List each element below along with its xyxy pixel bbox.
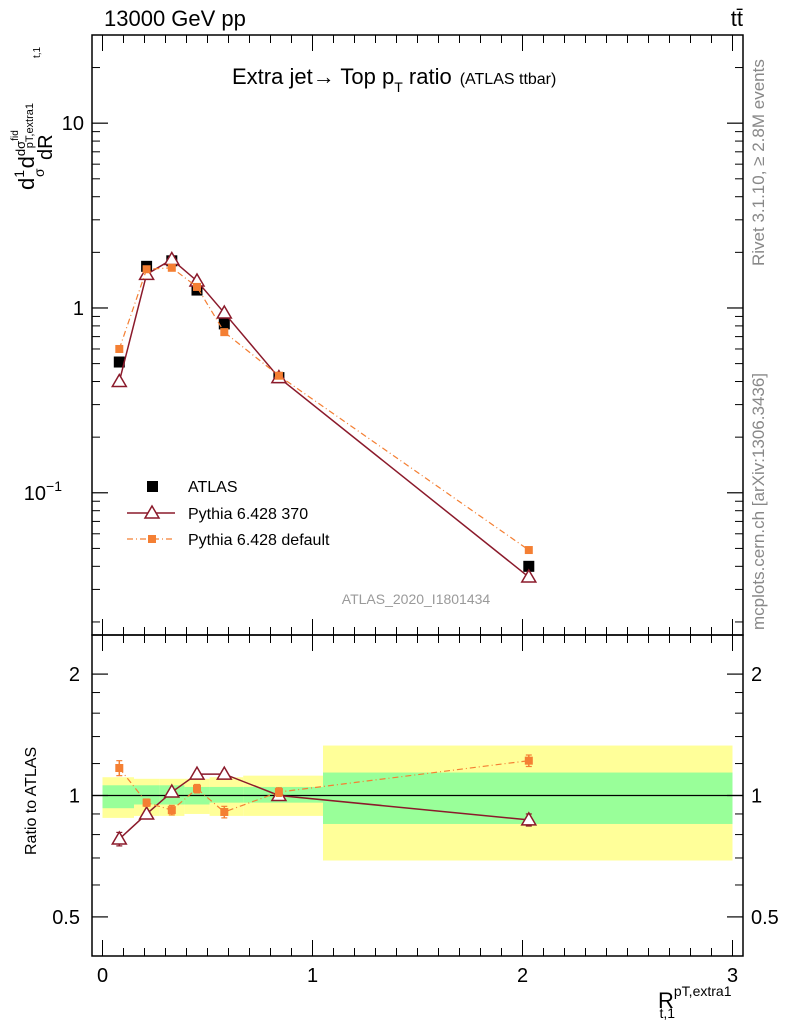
x-tick-label: 1 [307, 965, 318, 987]
data-point-pythia-default [274, 371, 283, 380]
lower-ylabel: Ratio to ATLAS [23, 747, 40, 855]
ratio-point-pythia-default [167, 806, 176, 815]
data-point-pythia-370 [110, 373, 128, 388]
data-point-pythia-default [142, 265, 151, 274]
lower-panel-axes: 2 2 1 1 0.5 0.5 0 1 2 3 [52, 635, 779, 987]
chart-title-tag: (ATLAS ttbar) [460, 71, 557, 88]
lower-y-tick-label: 2 [69, 664, 80, 686]
data-point-pythia-default [220, 328, 229, 337]
data-point-pythia-default [193, 282, 201, 291]
data-point-pythia-370 [215, 304, 233, 319]
lower-y-tick-label-right: 1 [751, 786, 762, 808]
upper-panel-marks [110, 250, 538, 583]
legend-marker-pythia-370 [143, 504, 161, 519]
x-tick-label: 0 [97, 965, 108, 987]
upper-ylabel-sub: t,1 [32, 46, 43, 58]
data-point-pythia-default [524, 546, 533, 555]
x-axis-label-sub: t,1 [659, 1005, 675, 1021]
ratio-point-pythia-370 [110, 830, 128, 845]
upper-y-tick-label: 10 [62, 113, 84, 135]
ratio-point-pythia-370 [215, 765, 233, 780]
ratio-point-pythia-370 [520, 811, 538, 826]
upper-y-tick-label: 1 [73, 298, 84, 320]
data-point-pythia-default [115, 344, 124, 353]
x-tick-label: 2 [517, 965, 528, 987]
data-point-atlas [113, 356, 125, 368]
chart-title-rest: ratio [403, 64, 452, 89]
data-point-pythia-default [167, 263, 176, 272]
ratio-point-pythia-default [193, 784, 201, 793]
header-left-label: 13000 GeV pp [104, 6, 246, 31]
uncertainty-band-stat [134, 785, 160, 805]
lower-y-tick-label-right: 2 [751, 664, 762, 686]
lower-y-tick-label: 1 [69, 786, 80, 808]
x-tick-label: 3 [727, 965, 738, 987]
data-point-pythia-370 [138, 265, 155, 281]
chart-title: Extra jet→ Top pT ratio (ATLAS ttbar) [232, 64, 556, 95]
ratio-point-pythia-default [220, 808, 229, 817]
legend: ATLAS Pythia 6.428 370 Pythia 6.428 defa… [127, 479, 330, 549]
ratio-point-pythia-370 [188, 765, 206, 780]
x-axis-label-sup: pT,extra1 [674, 983, 732, 999]
data-point-atlas [218, 318, 230, 330]
legend-label-pythia-370: Pythia 6.428 370 [188, 506, 308, 523]
data-point-pythia-370 [520, 568, 538, 583]
analysis-watermark: ATLAS_2020_I1801434 [342, 591, 491, 607]
lower-y-tick-label-right: 0.5 [751, 907, 779, 929]
upper-ylabel-dr: dR [35, 134, 57, 160]
header-right-label: tt̄ [731, 6, 743, 31]
chart-title-main: Extra jet→ Top p [232, 64, 394, 89]
x-axis-label: RpT,extra1 t,1 [658, 983, 732, 1021]
legend-label-pythia-default: Pythia 6.428 default [188, 532, 330, 549]
ratio-point-pythia-370 [163, 783, 181, 798]
chart-title-sub: T [394, 79, 403, 95]
uncertainty-band-stat [102, 785, 134, 809]
lower-y-tick-label: 0.5 [52, 907, 80, 929]
x-axis-label-main: R [658, 988, 674, 1013]
ratio-point-pythia-default [142, 798, 151, 807]
ratio-point-pythia-370 [138, 805, 155, 820]
lower-panel-bands [92, 745, 743, 861]
ratio-point-pythia-default [524, 756, 533, 765]
legend-marker-atlas [147, 481, 158, 492]
legend-marker-pythia-default [148, 535, 156, 543]
ratio-point-pythia-default [115, 763, 124, 772]
ratio-point-pythia-default [274, 788, 283, 797]
data-point-atlas [523, 560, 535, 572]
uncertainty-band-stat [209, 786, 244, 803]
legend-label-atlas: ATLAS [188, 479, 238, 496]
side-text-upper: Rivet 3.1.10, ≥ 2.8M events [749, 59, 768, 266]
side-text-lower: mcplots.cern.ch [arXiv:1306.3436] [749, 373, 768, 630]
lower-panel-marks [110, 754, 538, 847]
upper-y-tick-exponent: −1 [46, 478, 62, 494]
